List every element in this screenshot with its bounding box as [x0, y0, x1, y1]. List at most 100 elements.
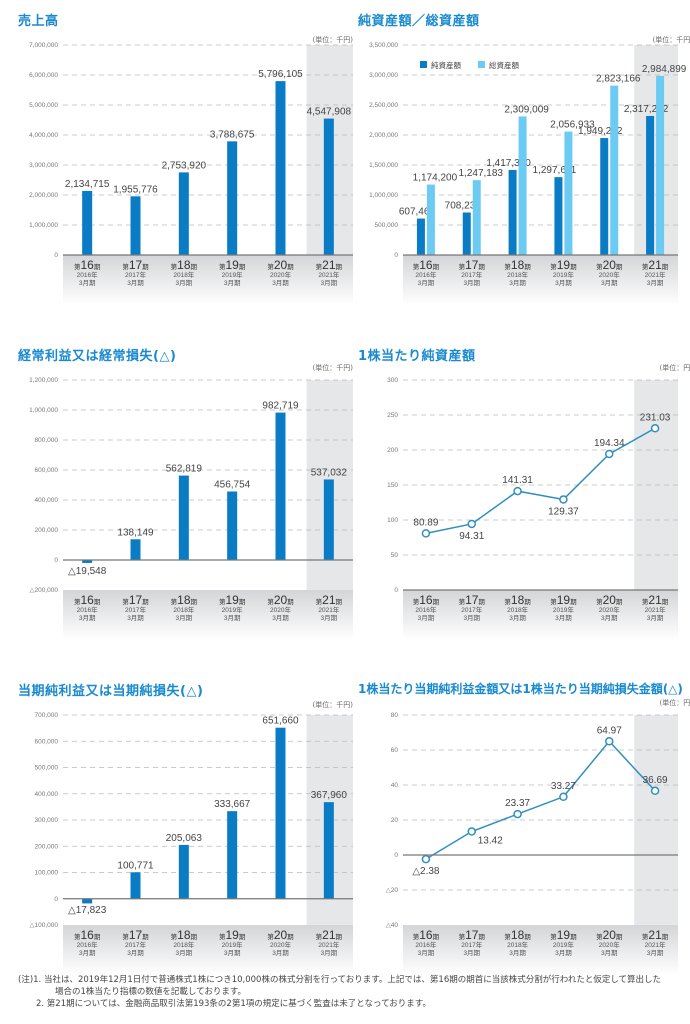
y-tick-label: 1,000,000	[29, 222, 58, 229]
svg-text:第18期: 第18期	[504, 258, 531, 272]
svg-text:3月期: 3月期	[224, 614, 241, 622]
bar	[227, 491, 238, 560]
svg-text:3月期: 3月期	[79, 949, 96, 957]
y-tick-label: 600,000	[35, 738, 59, 745]
value-label: 4,547,908	[307, 107, 352, 118]
bar	[426, 184, 435, 255]
svg-text:第16期: 第16期	[413, 593, 440, 607]
svg-text:3月期: 3月期	[463, 279, 480, 287]
bar	[275, 81, 286, 255]
svg-text:2016年: 2016年	[77, 605, 98, 614]
svg-text:3月期: 3月期	[647, 279, 664, 287]
svg-text:第17期: 第17期	[122, 593, 149, 607]
y-tick-label: 3,000,000	[29, 162, 58, 169]
value-label: 1,955,776	[113, 184, 158, 195]
value-label: 231.03	[640, 412, 671, 423]
value-label: 2,984,899	[642, 64, 687, 75]
bar	[646, 115, 655, 255]
value-label: 23.37	[505, 798, 530, 809]
bar	[130, 196, 141, 255]
legend: 純資産額 総資産額	[420, 60, 519, 70]
value-label: 1,949,272	[578, 126, 623, 137]
svg-text:3月期: 3月期	[555, 614, 572, 622]
y-tick-label: 300,000	[35, 817, 59, 824]
chart-title: 純資産額／総資産額	[358, 14, 480, 29]
y-tick-label: 60	[391, 747, 399, 754]
chart-title: 経常利益又は経常損失(△)	[18, 349, 177, 364]
svg-text:第16期: 第16期	[74, 258, 101, 272]
svg-text:第17期: 第17期	[459, 593, 486, 607]
value-label: 2,317,232	[624, 104, 669, 115]
svg-text:2019年: 2019年	[222, 940, 243, 949]
svg-text:2021年: 2021年	[318, 940, 339, 949]
bar	[275, 412, 286, 560]
svg-text:第18期: 第18期	[171, 928, 198, 942]
svg-text:3月期: 3月期	[224, 279, 241, 287]
svg-text:2017年: 2017年	[125, 270, 146, 279]
svg-text:第19期: 第19期	[550, 593, 577, 607]
bar	[227, 141, 238, 255]
y-tick-label: 300	[387, 377, 398, 384]
bar	[472, 180, 481, 255]
svg-text:第21期: 第21期	[316, 928, 343, 942]
svg-text:第20期: 第20期	[267, 928, 294, 942]
bar	[508, 169, 517, 255]
value-label: 708,237	[445, 201, 482, 212]
bar	[178, 475, 189, 560]
svg-text:第20期: 第20期	[596, 928, 623, 942]
category-band	[403, 255, 678, 305]
panel-sales: 売上高 (単位：千円) 0 1,000,000 2,000,000 3,000,000…	[18, 10, 353, 330]
svg-text:第18期: 第18期	[504, 928, 531, 942]
value-label: △19,548	[68, 566, 107, 577]
svg-text:2016年: 2016年	[415, 940, 436, 949]
bar	[564, 131, 573, 255]
svg-text:2018年: 2018年	[173, 605, 194, 614]
svg-text:第18期: 第18期	[171, 258, 198, 272]
svg-text:総資産額: 総資産額	[489, 60, 519, 70]
svg-text:2017年: 2017年	[125, 940, 146, 949]
y-tick-label: △200,000	[30, 587, 59, 594]
value-label: 2,753,920	[162, 160, 207, 171]
value-label: 1,174,200	[413, 173, 458, 184]
value-label: 333,667	[214, 799, 251, 810]
svg-text:2019年: 2019年	[222, 270, 243, 279]
svg-text:3月期: 3月期	[555, 279, 572, 287]
value-label: 129.37	[548, 506, 579, 517]
y-tick-label: 0	[54, 252, 58, 259]
bar	[82, 560, 93, 563]
svg-text:3月期: 3月期	[418, 949, 435, 957]
y-tick-label: 3,500,000	[369, 42, 398, 49]
y-tick-label: 500,000	[35, 765, 59, 772]
svg-text:第16期: 第16期	[413, 928, 440, 942]
data-point	[605, 449, 614, 459]
svg-text:第19期: 第19期	[550, 928, 577, 942]
svg-text:2020年: 2020年	[270, 940, 291, 949]
bar	[610, 85, 619, 255]
y-tick-label: △40	[386, 922, 399, 929]
y-tick-label: 20	[391, 817, 399, 824]
svg-text:第20期: 第20期	[596, 593, 623, 607]
footnote-1-cont: 場合の1株当たり指標の数値を記載しております。	[55, 987, 247, 997]
svg-text:3月期: 3月期	[509, 949, 526, 957]
y-tick-label: 2,000,000	[369, 132, 398, 139]
svg-text:2018年: 2018年	[173, 270, 194, 279]
bar-chart-sales: 0 1,000,000 2,000,000 3,000,000 4,000,000 5,0…	[29, 42, 353, 305]
svg-text:2016年: 2016年	[77, 940, 98, 949]
value-label: 205,063	[166, 833, 203, 844]
svg-text:第19期: 第19期	[550, 258, 577, 272]
y-tick-label: 600,000	[35, 467, 59, 474]
data-point	[513, 809, 522, 819]
bar	[656, 75, 665, 255]
svg-text:3月期: 3月期	[321, 279, 338, 287]
bar	[275, 727, 286, 899]
y-tick-label: 200,000	[35, 527, 59, 534]
